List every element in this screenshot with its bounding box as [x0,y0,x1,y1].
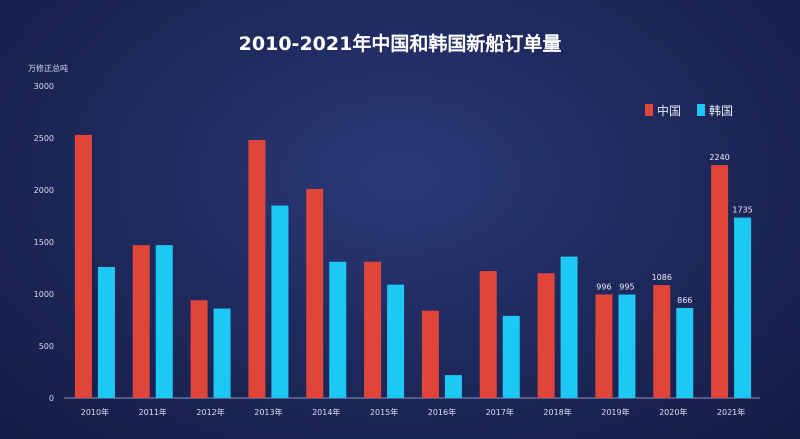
x-axis-ticks: 2010年 2011年 2012年 2013年 2014年 2015年 2016年 2017年… [81,407,746,417]
bar-china [653,285,671,398]
x-tick-label: 2019年 [601,407,629,417]
bars [74,134,752,398]
x-tick-label: 2020年 [659,407,687,417]
bar-china [711,165,729,398]
data-labels: 996 995 1086 866 2240 1735 [596,153,752,305]
x-tick-label: 2016年 [428,407,456,417]
legend-label-korea: 韩国 [709,103,733,118]
chart-title: 2010-2021年中国和韩国新船订单量 [239,32,562,55]
x-tick-label: 2013年 [254,407,282,417]
data-label: 1086 [652,273,672,282]
y-tick-label: 2500 [34,134,54,143]
data-label: 866 [677,296,692,305]
y-tick-label: 3000 [34,82,54,91]
x-tick-label: 2017年 [486,407,514,417]
data-label: 996 [596,282,611,291]
data-label: 1735 [732,206,752,215]
y-tick-label: 1500 [34,238,54,247]
bar-korea [155,245,173,398]
data-label: 2240 [709,153,729,162]
bar-korea [213,308,231,398]
bar-korea [329,261,347,398]
bar-china [421,310,439,398]
x-tick-label: 2012年 [196,407,224,417]
y-tick-label: 2000 [34,186,54,195]
x-tick-label: 2018年 [543,407,571,417]
bar-china [364,261,382,398]
bar-china [74,134,92,398]
bar-korea [444,375,462,398]
bar-china [132,245,150,398]
bar-korea [676,307,694,398]
bar-korea [560,256,578,398]
legend-swatch-korea [697,104,705,116]
y-tick-label: 1000 [34,290,54,299]
y-tick-label: 500 [39,342,54,351]
y-axis-unit-label: 万修正总吨 [28,63,68,73]
x-tick-label: 2011年 [139,407,167,417]
legend: 中国 韩国 [645,103,733,118]
bar-china [306,188,324,398]
legend-label-china: 中国 [657,103,681,118]
bar-korea [97,266,115,398]
data-label: 995 [619,283,634,292]
bar-china [190,300,208,398]
legend-swatch-china [645,104,653,116]
bar-china [479,271,497,398]
bar-china [537,273,555,398]
y-tick-label: 0 [49,394,54,403]
bar-china [595,294,613,398]
bar-korea [734,217,752,398]
bar-korea [502,315,520,398]
x-tick-label: 2015年 [370,407,398,417]
x-tick-label: 2014年 [312,407,340,417]
bar-korea [387,284,405,398]
x-tick-label: 2021年 [717,407,745,417]
y-axis-ticks: 0 500 1000 1500 2000 2500 3000 [34,82,54,403]
x-tick-label: 2010年 [81,407,109,417]
bar-korea [618,294,636,398]
bar-korea [271,205,289,398]
bar-china [248,140,266,398]
